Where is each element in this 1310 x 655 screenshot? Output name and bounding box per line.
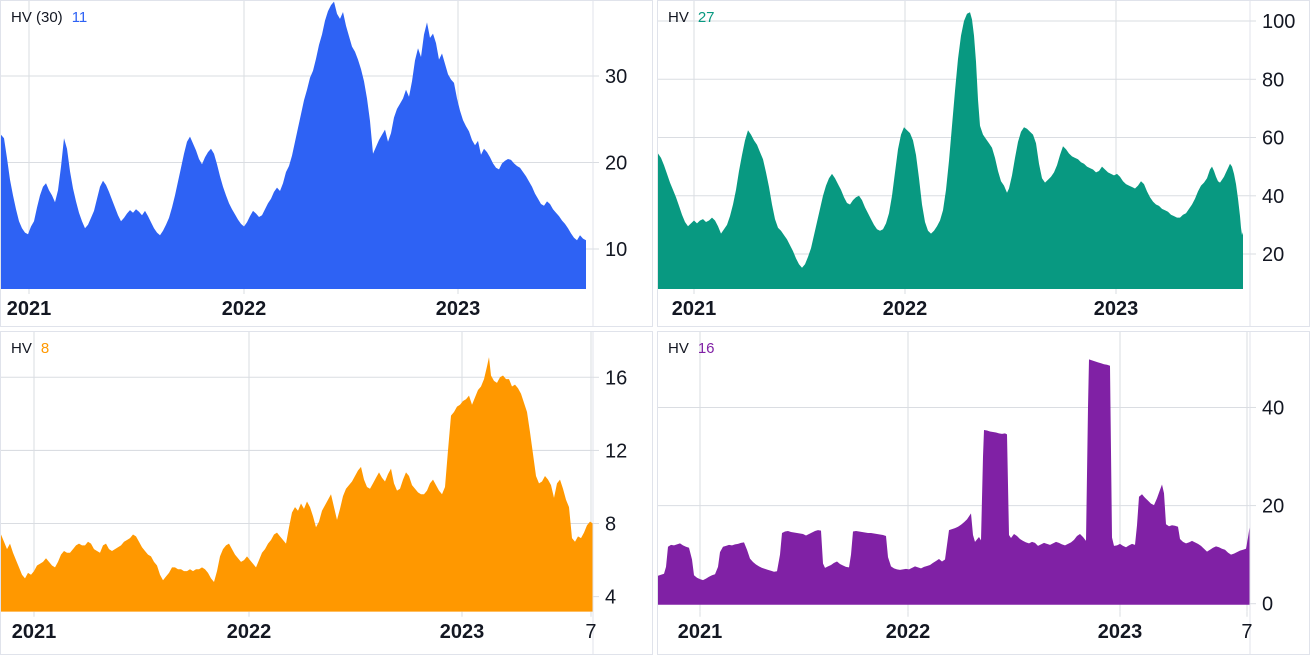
x-axis-label: 2023 [436,298,481,320]
chart-panel-bottom-left: 4 8 12 16 2021 2022 2023 7 HV 8 [0,331,653,655]
legend-series-value: 11 [71,9,88,26]
y-axis-label: 0 [1262,594,1273,616]
chart-legend: HV (30) 11 [11,9,87,26]
y-axis-label: 20 [605,153,627,175]
hv-orange-chart-canvas[interactable]: 4 8 12 16 2021 2022 2023 7 [1,332,652,654]
legend-series-value: 16 [697,340,715,357]
legend-series-label: HV [668,9,689,26]
x-axis-label: 2022 [883,298,928,320]
y-axis-label: 60 [1262,128,1284,150]
x-axis-label: 7 [585,621,596,643]
legend-series-value: 27 [697,9,715,26]
x-axis-label: 2023 [440,621,484,643]
chart-legend: HV 16 [668,340,715,357]
y-axis-label: 20 [1262,244,1284,266]
y-axis-label: 100 [1262,11,1295,33]
legend-series-value: 8 [40,340,50,357]
x-axis-label: 7 [1241,621,1252,643]
x-axis-label: 2021 [678,621,722,643]
x-axis-label: 2021 [12,621,56,643]
x-axis-label: 2022 [886,621,930,643]
hv-area-series [1,1,586,289]
legend-series-label: HV [668,340,689,357]
hv-area-series [658,12,1243,289]
hv-teal-chart-canvas[interactable]: 20 40 60 80 100 2021 2022 2023 [658,1,1309,326]
y-axis-label: 20 [1262,496,1284,518]
x-axis-label: 2023 [1098,621,1142,643]
x-axis-label: 2021 [7,298,52,320]
hv-area-series [1,357,593,612]
chart-panel-bottom-right: 0 20 40 2021 2022 2023 7 HV 16 [657,331,1310,655]
legend-series-label: HV [11,340,32,357]
chart-panel-top-left: 10 20 30 2021 2022 2023 HV (30) 11 [0,0,653,327]
y-axis-label: 8 [605,513,616,535]
hv-purple-chart-canvas[interactable]: 0 20 40 2021 2022 2023 7 [658,332,1309,654]
y-axis-label: 10 [605,239,627,261]
x-axis-label: 2022 [227,621,271,643]
y-axis-label: 16 [605,367,627,389]
y-axis-label: 80 [1262,69,1284,91]
hv30-chart-canvas[interactable]: 10 20 30 2021 2022 2023 [1,1,652,326]
hv-area-series [658,359,1250,605]
y-axis-label: 12 [605,440,627,462]
x-axis-label: 2023 [1094,298,1139,320]
x-axis-label: 2022 [222,298,267,320]
chart-legend: HV 27 [668,9,715,26]
chart-panel-top-right: 20 40 60 80 100 2021 2022 2023 HV 27 [657,0,1310,327]
y-axis-label: 40 [1262,186,1284,208]
y-axis-label: 4 [605,587,616,609]
legend-series-label: HV (30) [11,9,63,26]
chart-legend: HV 8 [11,340,49,357]
x-axis-label: 2021 [672,298,717,320]
y-axis-label: 30 [605,66,627,88]
y-axis-label: 40 [1262,397,1284,419]
